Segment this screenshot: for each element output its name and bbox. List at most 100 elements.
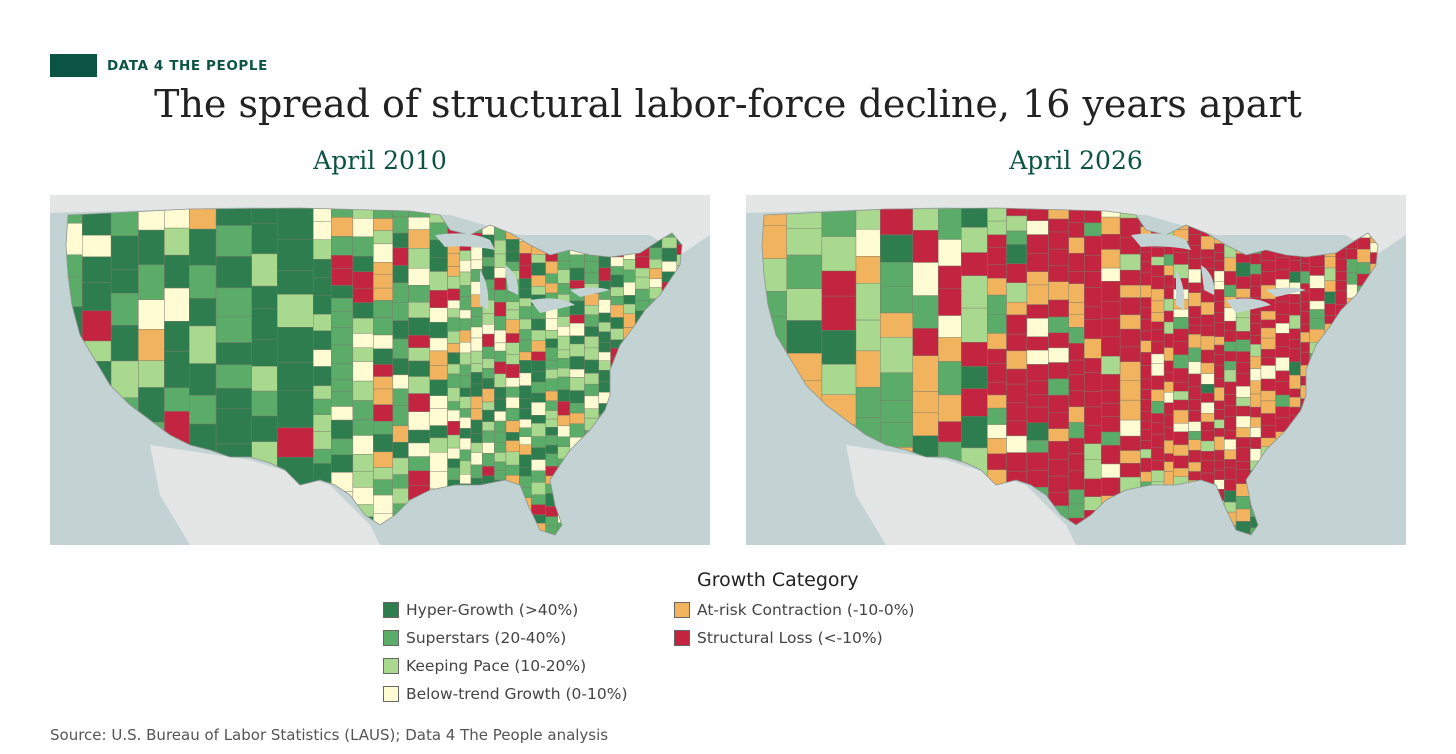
- county: [1140, 285, 1152, 298]
- map-2010[interactable]: [50, 195, 710, 545]
- county: [1370, 472, 1378, 485]
- county: [429, 525, 448, 535]
- county: [635, 256, 650, 269]
- county: [1235, 245, 1251, 254]
- county: [1214, 301, 1225, 313]
- county: [598, 369, 611, 382]
- county: [313, 295, 332, 315]
- county: [1275, 450, 1290, 462]
- county: [352, 347, 374, 362]
- county: [429, 471, 448, 490]
- county: [610, 256, 624, 267]
- county: [470, 337, 483, 352]
- county: [1275, 301, 1290, 315]
- county: [557, 376, 571, 390]
- county: [164, 411, 190, 447]
- county: [373, 317, 393, 336]
- county: [1250, 285, 1262, 298]
- county: [251, 365, 278, 392]
- county: [519, 329, 532, 341]
- county: [1384, 438, 1394, 451]
- county: [408, 393, 431, 412]
- county: [482, 508, 495, 519]
- county: [459, 375, 472, 389]
- county: [1101, 463, 1121, 479]
- county: [1214, 400, 1225, 410]
- county: [1357, 432, 1371, 443]
- county: [676, 254, 682, 266]
- county: [82, 361, 112, 387]
- county: [1200, 314, 1215, 326]
- county: [392, 457, 409, 475]
- county: [1235, 262, 1251, 277]
- county: [459, 408, 472, 418]
- county: [1260, 310, 1276, 320]
- county: [392, 474, 409, 489]
- county: [1250, 470, 1262, 482]
- county: [569, 490, 585, 505]
- county: [1151, 433, 1165, 449]
- county: [505, 363, 520, 378]
- county: [1250, 264, 1262, 275]
- map-2026[interactable]: [746, 195, 1406, 545]
- county: [821, 236, 857, 272]
- county: [598, 322, 611, 333]
- county: [1335, 271, 1347, 281]
- county: [1289, 509, 1301, 519]
- county: [519, 306, 532, 320]
- county: [164, 321, 190, 352]
- county: [1006, 282, 1028, 303]
- county: [494, 361, 507, 375]
- county: [1200, 324, 1215, 337]
- county: [1101, 416, 1121, 433]
- county: [164, 387, 190, 412]
- county: [569, 377, 585, 391]
- county: [1357, 532, 1371, 535]
- county: [1250, 498, 1262, 508]
- county: [584, 524, 599, 535]
- county: [610, 531, 624, 535]
- county: [1163, 453, 1174, 462]
- county: [1335, 335, 1347, 349]
- county: [1289, 315, 1301, 330]
- county: [1235, 521, 1251, 534]
- county: [1224, 467, 1237, 480]
- county: [635, 276, 650, 290]
- county: [1260, 349, 1276, 358]
- county: [470, 534, 483, 535]
- county: [1324, 345, 1336, 355]
- county: [1163, 471, 1174, 485]
- county: [1260, 493, 1276, 506]
- county: [1119, 285, 1141, 298]
- county: [569, 300, 585, 316]
- county: [313, 463, 332, 483]
- county: [1151, 300, 1165, 313]
- county: [1357, 442, 1371, 453]
- county: [429, 488, 448, 508]
- county: [987, 294, 1007, 315]
- county: [447, 524, 461, 535]
- county: [110, 360, 139, 398]
- county: [649, 535, 662, 545]
- county: [1200, 249, 1215, 259]
- county: [1289, 530, 1301, 535]
- county: [1163, 528, 1174, 535]
- county: [313, 277, 332, 296]
- county: [352, 333, 374, 348]
- county: [1335, 367, 1347, 382]
- county: [1260, 457, 1276, 472]
- county: [277, 427, 314, 458]
- county: [531, 494, 546, 505]
- county: [1084, 425, 1102, 444]
- county: [110, 235, 139, 270]
- county: [1235, 427, 1251, 438]
- county: [1140, 448, 1152, 459]
- county: [429, 379, 448, 396]
- county: [1119, 419, 1141, 437]
- county: [1289, 388, 1301, 398]
- county: [1224, 501, 1237, 513]
- county: [598, 531, 611, 535]
- county: [1346, 412, 1358, 427]
- county: [557, 240, 571, 250]
- county: [1140, 429, 1152, 441]
